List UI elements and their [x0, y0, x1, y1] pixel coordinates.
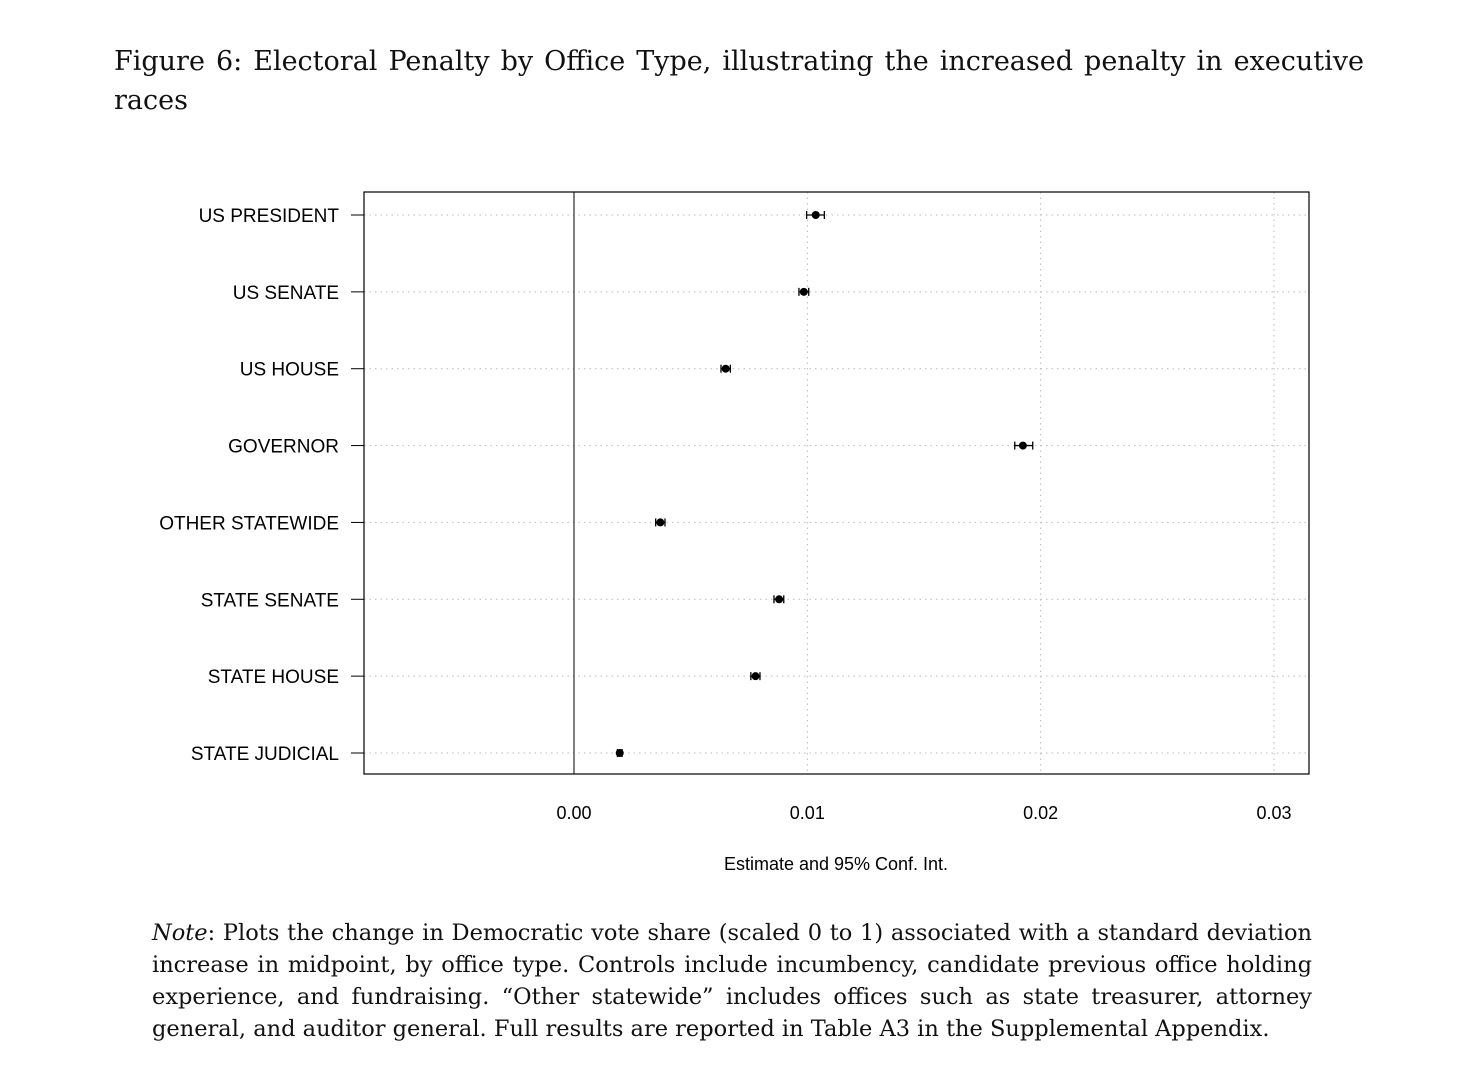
y-tick-label: US PRESIDENT	[199, 206, 340, 227]
y-tick-label: US SENATE	[233, 283, 339, 304]
plot-frame	[363, 191, 1310, 775]
y-tick-label: STATE SENATE	[201, 590, 339, 611]
note-text: : Plots the change in Democratic vote sh…	[152, 920, 1312, 1042]
estimate-point	[1018, 441, 1027, 450]
estimate-point	[799, 287, 808, 296]
figure-caption: Figure 6: Electoral Penalty by Office Ty…	[114, 46, 1364, 116]
figure-note: Note: Plots the change in Democratic vot…	[152, 917, 1312, 1045]
x-tick-label: 0.03	[1256, 803, 1291, 823]
y-tick-label: STATE HOUSE	[208, 667, 339, 688]
estimate-point	[811, 211, 820, 219]
y-tick-label: STATE JUDICIAL	[191, 744, 339, 765]
estimate-point	[721, 364, 730, 373]
y-tick-label: US HOUSE	[240, 360, 339, 381]
estimate-point	[615, 749, 624, 757]
estimate-point	[751, 672, 760, 681]
estimate-point	[775, 595, 784, 604]
x-axis-label: Estimate and 95% Conf. Int.	[724, 854, 948, 874]
x-tick-label: 0.02	[1023, 803, 1058, 823]
x-tick-label: 0.00	[556, 803, 591, 823]
y-tick-label: OTHER STATEWIDE	[159, 513, 339, 534]
x-tick-label: 0.01	[790, 803, 825, 823]
y-tick-label: GOVERNOR	[228, 437, 339, 458]
note-label: Note	[152, 920, 208, 946]
estimate-point	[656, 518, 665, 527]
